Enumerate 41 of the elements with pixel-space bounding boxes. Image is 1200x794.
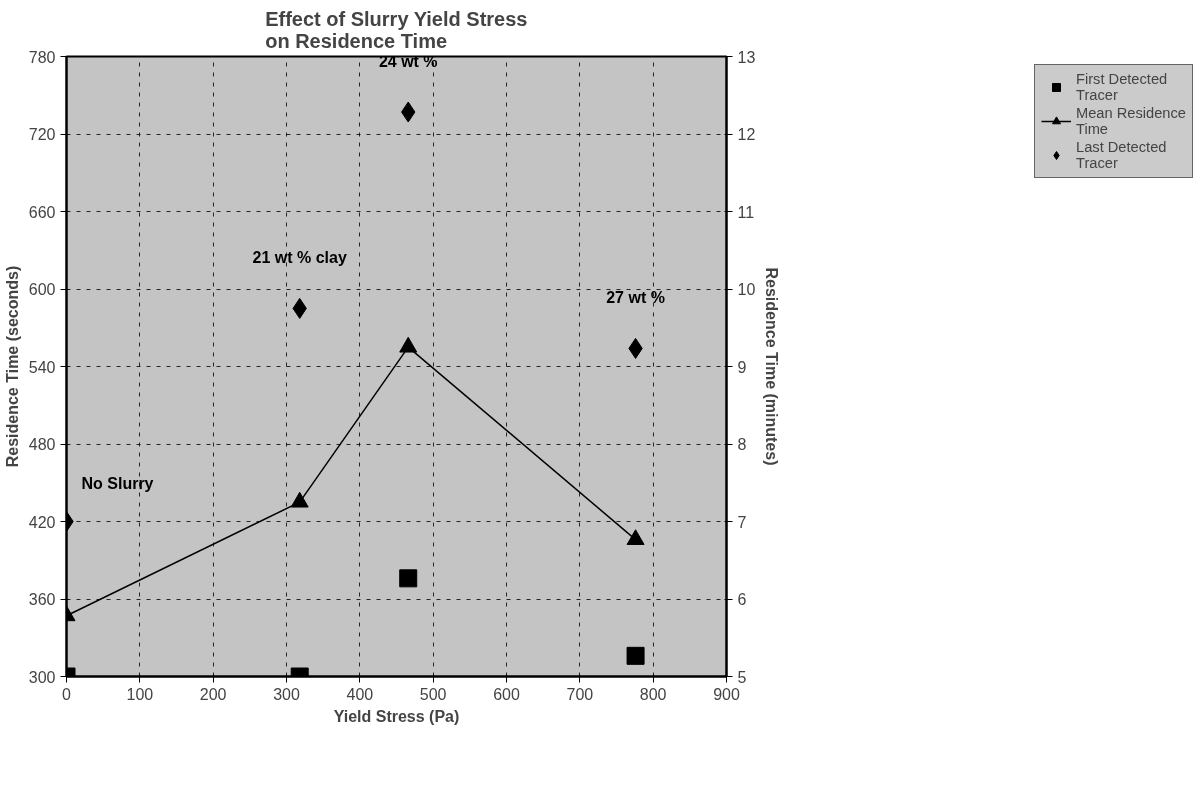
x-tick-label: 600 <box>493 685 520 703</box>
y-tick-label: 360 <box>28 591 56 608</box>
x-tick-label: 0 <box>62 685 72 703</box>
point <box>290 491 309 508</box>
point <box>626 529 645 545</box>
y2-axis-title: Residence Time (minutes) <box>763 267 781 466</box>
point <box>399 336 418 353</box>
y-tick-label: 480 <box>28 436 56 453</box>
annotation: No Slurry <box>81 474 154 492</box>
x-axis-title: Yield Stress (Pa) <box>333 707 460 725</box>
y2-tick-label: 10 <box>737 281 756 298</box>
y-tick-label: 540 <box>28 358 56 376</box>
y-tick-label: 300 <box>28 668 56 686</box>
y2-tick-label: 13 <box>737 48 756 66</box>
x-tick-label: 300 <box>273 685 300 703</box>
y2-tick-label: 7 <box>737 513 747 531</box>
x-tick-label: 900 <box>713 685 740 703</box>
y2-tick-label: 6 <box>737 591 747 608</box>
y-tick-label: 720 <box>28 126 56 143</box>
y-tick-label: 600 <box>28 281 56 298</box>
x-tick-label: 400 <box>346 685 374 703</box>
x-tick-label: 800 <box>639 685 667 703</box>
y2-tick-label: 12 <box>737 126 756 143</box>
legend-label: Mean Residence Time <box>1076 105 1186 137</box>
y-tick-label: 660 <box>28 203 56 221</box>
y2-tick-label: 9 <box>737 358 747 376</box>
y-tick-label: 420 <box>28 513 56 531</box>
chart-title: Effect of Slurry Yield Stress on Residence Time <box>265 7 528 52</box>
annotation: 27 wt % <box>606 289 665 307</box>
legend-label: First Detected Tracer <box>1076 71 1168 103</box>
annotation: 21 wt % clay <box>252 249 347 267</box>
x-tick-label: 700 <box>566 685 594 703</box>
x-tick-label: 200 <box>199 685 227 703</box>
y2-tick-label: 5 <box>737 668 747 686</box>
x-tick-label: 500 <box>419 685 447 703</box>
y2-tick-label: 11 <box>737 203 755 221</box>
y-axis-title: Residence Time (seconds) <box>3 265 21 468</box>
y-tick-label: 780 <box>28 48 56 66</box>
legend-label: Last Detected Tracer <box>1076 139 1167 171</box>
x-tick-label: 100 <box>126 685 154 703</box>
y2-tick-label: 8 <box>737 436 747 453</box>
